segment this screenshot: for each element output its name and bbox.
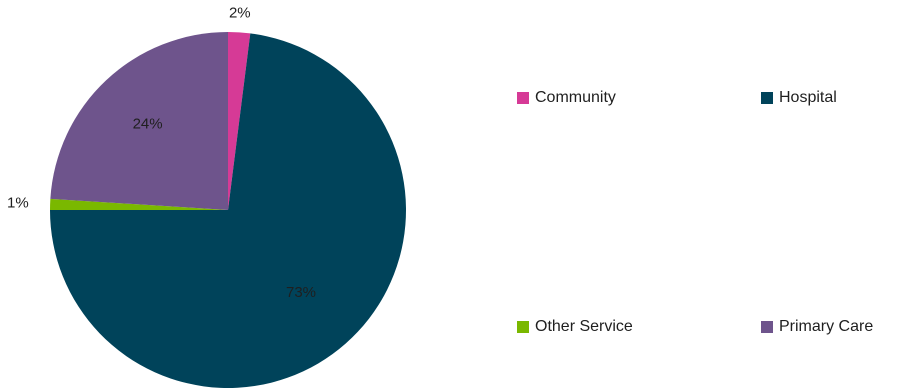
- legend-item-primary-care: Primary Care: [761, 318, 873, 336]
- legend-item-community: Community: [517, 89, 616, 107]
- slice-label-other-service: 1%: [7, 195, 29, 212]
- pie-slice-hospital: [50, 33, 406, 388]
- pie-slice-primary-care: [50, 32, 228, 210]
- legend-item-other-service: Other Service: [517, 318, 633, 336]
- pie-slice-other-service: [50, 198, 228, 210]
- legend-label-community: Community: [535, 89, 616, 106]
- slice-label-hospital: 73%: [286, 284, 316, 301]
- legend-label-primary-care: Primary Care: [779, 318, 874, 335]
- legend-label-other-service: Other Service: [535, 318, 633, 335]
- pie-slice-community: [228, 31, 251, 210]
- legend-swatch-other-service: [517, 321, 529, 333]
- slice-label-community: 2%: [229, 5, 251, 22]
- legend-swatch-hospital: [761, 92, 773, 104]
- slice-label-primary-care: 24%: [133, 115, 163, 132]
- legend-item-hospital: Hospital: [761, 89, 837, 107]
- legend-swatch-community: [517, 92, 529, 104]
- legend-label-hospital: Hospital: [779, 89, 837, 106]
- legend-swatch-primary-care: [761, 321, 773, 333]
